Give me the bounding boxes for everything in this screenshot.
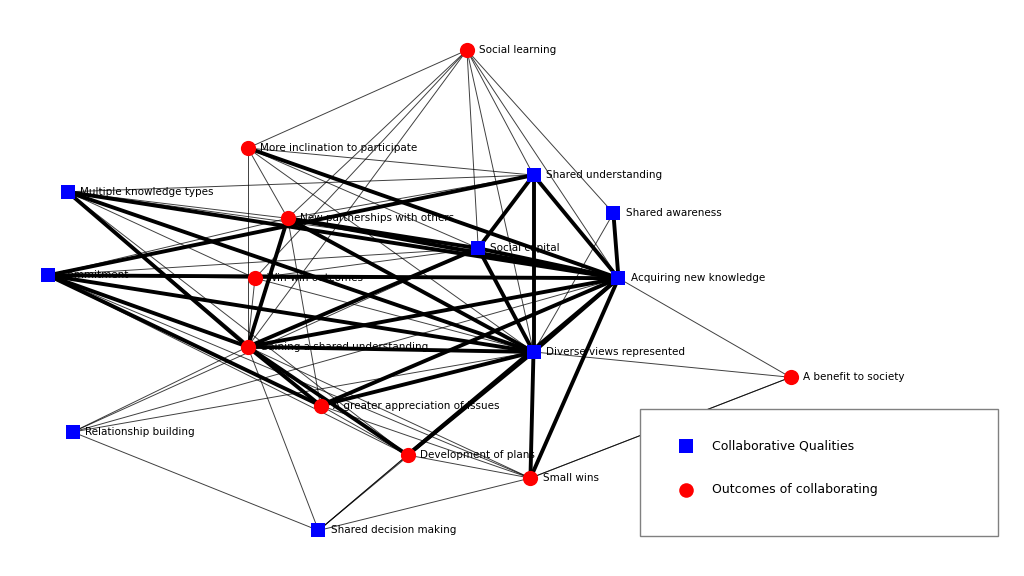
Text: Multiple knowledge types: Multiple knowledge types: [80, 187, 213, 197]
Text: Small wins: Small wins: [543, 473, 599, 483]
Text: New partnerships with others: New partnerships with others: [300, 213, 455, 223]
FancyBboxPatch shape: [640, 409, 998, 536]
Text: Shared understanding: Shared understanding: [546, 170, 662, 180]
Point: [605, 209, 622, 218]
Text: Diverse views represented: Diverse views represented: [546, 347, 685, 357]
Point: [525, 170, 542, 180]
Text: Relationship building: Relationship building: [85, 427, 195, 437]
Text: A benefit to society: A benefit to society: [803, 372, 904, 382]
Point: [678, 485, 694, 494]
Text: More inclination to participate: More inclination to participate: [260, 143, 418, 153]
Point: [459, 46, 475, 55]
Point: [65, 427, 81, 437]
Text: A greater appreciation of issues: A greater appreciation of issues: [333, 400, 500, 411]
Text: Gaining a shared understanding: Gaining a shared understanding: [260, 342, 428, 352]
Text: Development of plans: Development of plans: [420, 450, 535, 460]
Point: [522, 473, 539, 483]
Point: [399, 450, 416, 460]
Point: [59, 187, 76, 196]
Point: [470, 244, 486, 253]
Text: Shared awareness: Shared awareness: [626, 208, 722, 218]
Text: Outcomes of collaborating: Outcomes of collaborating: [712, 483, 878, 496]
Text: Shared decision making: Shared decision making: [331, 525, 456, 536]
Text: Social capital: Social capital: [490, 243, 560, 253]
Point: [610, 274, 627, 283]
Point: [240, 143, 256, 153]
Point: [280, 214, 296, 223]
Point: [782, 373, 799, 382]
Point: [525, 347, 542, 357]
Point: [247, 274, 263, 283]
Text: Commitment: Commitment: [60, 270, 129, 281]
Text: Acquiring new knowledge: Acquiring new knowledge: [631, 273, 765, 283]
Text: Social learning: Social learning: [479, 45, 556, 55]
Point: [40, 271, 56, 280]
Text: Win-win outcomes: Win-win outcomes: [267, 273, 364, 283]
Point: [310, 526, 327, 535]
Point: [312, 401, 329, 410]
Point: [240, 342, 256, 351]
Text: Collaborative Qualities: Collaborative Qualities: [712, 440, 854, 453]
Point: [678, 442, 694, 451]
